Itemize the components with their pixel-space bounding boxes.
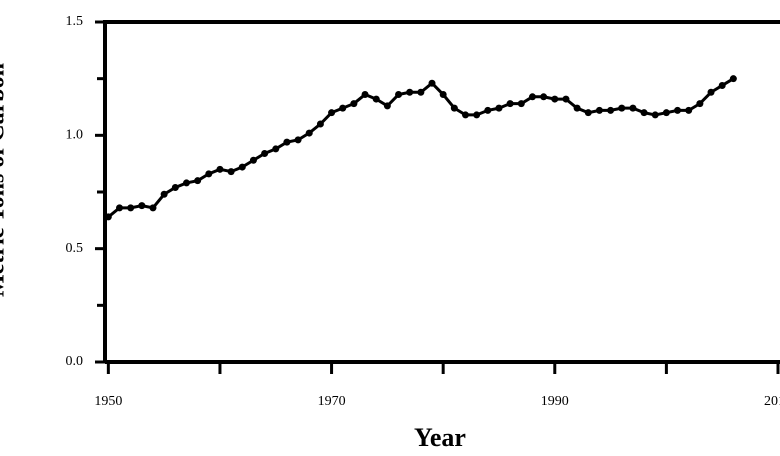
data-point xyxy=(305,129,313,137)
data-point xyxy=(484,106,492,114)
x-tick-label: 1970 xyxy=(318,394,346,409)
data-point xyxy=(316,120,324,128)
data-point xyxy=(149,204,157,212)
data-point xyxy=(361,91,369,99)
data-point xyxy=(729,75,737,83)
data-point xyxy=(127,204,135,212)
data-point xyxy=(461,111,469,119)
data-point xyxy=(674,106,682,114)
x-tick-label: 1950 xyxy=(94,394,122,409)
data-point xyxy=(261,149,269,157)
data-point xyxy=(707,88,715,96)
y-axis-label: Metric Tons of Carbon xyxy=(0,63,10,297)
data-line xyxy=(107,77,735,219)
data-point xyxy=(517,100,525,108)
data-point xyxy=(227,168,235,176)
data-point xyxy=(640,109,648,117)
data-point xyxy=(104,213,112,221)
data-point xyxy=(182,179,190,187)
data-point xyxy=(473,111,481,119)
data-point xyxy=(194,177,202,185)
y-tick-label: 1.5 xyxy=(66,14,84,29)
data-point xyxy=(607,106,615,114)
data-point xyxy=(618,104,626,112)
data-point xyxy=(528,93,536,101)
data-point xyxy=(685,106,693,114)
y-tick-label: 1.0 xyxy=(66,128,84,143)
data-point xyxy=(116,204,124,212)
data-point xyxy=(350,100,358,108)
data-point xyxy=(138,202,146,210)
data-point xyxy=(160,190,168,198)
data-point xyxy=(495,104,503,112)
data-point xyxy=(428,79,436,87)
data-point xyxy=(238,163,246,171)
x-tick-label: 1990 xyxy=(541,394,569,409)
data-point xyxy=(205,170,213,178)
data-point xyxy=(283,138,291,146)
data-point xyxy=(372,95,380,103)
y-tick-label: 0.0 xyxy=(66,354,84,369)
data-point xyxy=(417,88,425,96)
data-point xyxy=(506,100,514,108)
data-point xyxy=(551,95,559,103)
x-axis-label: Year xyxy=(414,423,466,452)
data-point xyxy=(629,104,637,112)
data-point xyxy=(696,100,704,108)
y-tick-label: 0.5 xyxy=(66,241,84,256)
data-point xyxy=(662,109,670,117)
data-point xyxy=(439,91,447,99)
data-point xyxy=(573,104,581,112)
x-tick-label: 2010 xyxy=(764,394,780,409)
data-point xyxy=(450,104,458,112)
plot-frame xyxy=(103,20,780,364)
data-point xyxy=(216,165,224,173)
data-point xyxy=(294,136,302,144)
data-point xyxy=(651,111,659,119)
data-point xyxy=(718,81,726,89)
data-point xyxy=(272,145,280,153)
data-point xyxy=(339,104,347,112)
data-point xyxy=(406,88,414,96)
data-point xyxy=(249,156,257,164)
data-point xyxy=(171,183,179,191)
data-point xyxy=(595,106,603,114)
data-point xyxy=(540,93,548,101)
data-point xyxy=(395,91,403,99)
data-point xyxy=(562,95,570,103)
data-point xyxy=(383,102,391,110)
data-point xyxy=(328,109,336,117)
data-point xyxy=(584,109,592,117)
